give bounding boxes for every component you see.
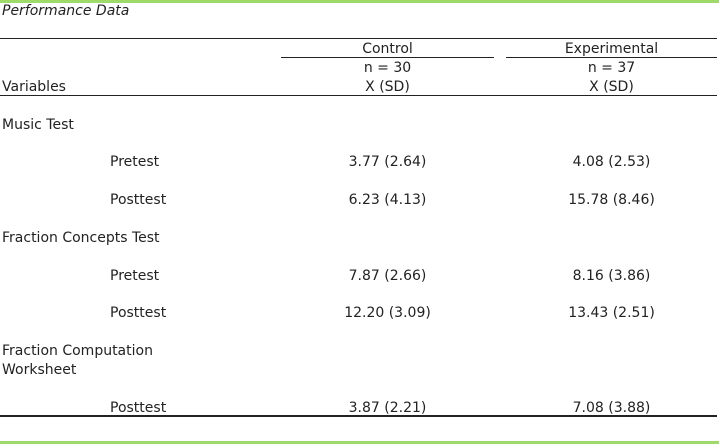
table-top-rule — [0, 38, 717, 39]
experimental-value: 13.43 (2.51) — [568, 305, 655, 321]
control-value: 3.87 (2.21) — [348, 400, 427, 416]
bottom-accent-bar — [0, 441, 719, 444]
row-label: Posttest — [110, 192, 167, 208]
experimental-stat-header: X (SD) — [589, 79, 634, 95]
row-label: Pretest — [110, 268, 160, 284]
row-label: Posttest — [110, 305, 167, 321]
control-header: Control — [362, 41, 413, 57]
control-value: 6.23 (4.13) — [348, 192, 427, 208]
control-header-rule — [281, 57, 494, 58]
control-value: 12.20 (3.09) — [344, 305, 431, 321]
experimental-header: Experimental — [564, 41, 659, 57]
section-title: Fraction Computation — [2, 343, 153, 359]
experimental-value: 8.16 (3.86) — [572, 268, 651, 284]
experimental-value: 7.08 (3.88) — [572, 400, 651, 416]
section-title: Music Test — [2, 117, 74, 133]
header-bottom-rule — [0, 95, 717, 96]
top-accent-bar — [0, 0, 719, 3]
control-n: n = 30 — [363, 60, 412, 76]
control-value: 3.77 (2.64) — [348, 154, 427, 170]
variables-header: Variables — [2, 79, 66, 95]
row-label: Posttest — [110, 400, 167, 416]
section-title-continued: Worksheet — [2, 362, 77, 378]
control-stat-header: X (SD) — [365, 79, 410, 95]
experimental-value: 15.78 (8.46) — [568, 192, 655, 208]
table-bottom-rule — [0, 415, 717, 417]
control-value: 7.87 (2.66) — [348, 268, 427, 284]
table-caption: Performance Data — [2, 3, 130, 19]
experimental-value: 4.08 (2.53) — [572, 154, 651, 170]
row-label: Pretest — [110, 154, 160, 170]
experimental-header-rule — [506, 57, 717, 58]
experimental-n: n = 37 — [587, 60, 636, 76]
section-title: Fraction Concepts Test — [2, 230, 160, 246]
